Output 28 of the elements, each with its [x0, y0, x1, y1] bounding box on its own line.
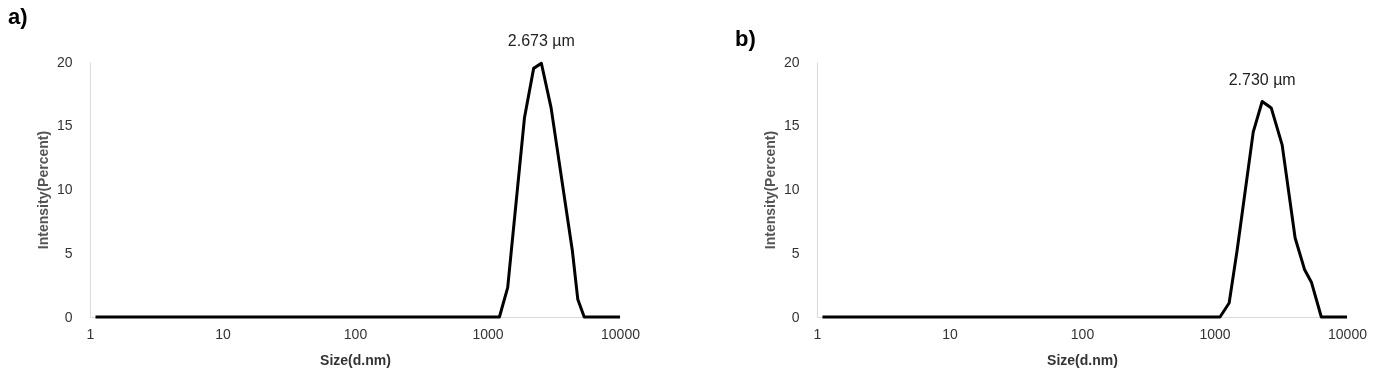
- x-axis-title: Size(d.nm): [320, 351, 391, 368]
- text: a): [8, 4, 28, 30]
- x-tick-label: 10: [215, 325, 231, 342]
- x-tick-label: 10000: [1328, 325, 1368, 342]
- y-tick-label: 5: [791, 244, 800, 261]
- y-axis-title: Intensity(Percent): [761, 130, 778, 250]
- y-tick-label: 0: [64, 308, 73, 325]
- y-axis-title: Intensity(Percent): [34, 130, 51, 250]
- text: b): [735, 26, 756, 51]
- x-tick-label: 1000: [472, 325, 504, 342]
- x-axis-title: Size(d.nm): [1047, 351, 1118, 368]
- x-tick-label: 1000: [1199, 325, 1231, 342]
- y-tick-label: 10: [783, 181, 800, 197]
- y-tick-label: 20: [783, 53, 800, 70]
- y-tick-label: 20: [56, 53, 73, 70]
- x-tick-label: 10: [942, 325, 958, 342]
- y-tick-label: 0: [791, 308, 800, 325]
- y-tick-label: 10: [56, 181, 73, 197]
- x-tick-label: 1: [813, 325, 822, 342]
- annotation: 2.730 µm: [1228, 70, 1296, 88]
- x-tick-label: 1: [86, 325, 95, 342]
- annotation: 2.673 µm: [507, 32, 575, 50]
- x-tick-label: 100: [343, 325, 368, 342]
- x-tick-label: 100: [1070, 325, 1095, 342]
- y-tick-label: 5: [64, 244, 73, 261]
- x-tick-label: 10000: [601, 325, 641, 342]
- y-tick-label: 15: [783, 117, 800, 134]
- y-tick-label: 15: [56, 117, 73, 134]
